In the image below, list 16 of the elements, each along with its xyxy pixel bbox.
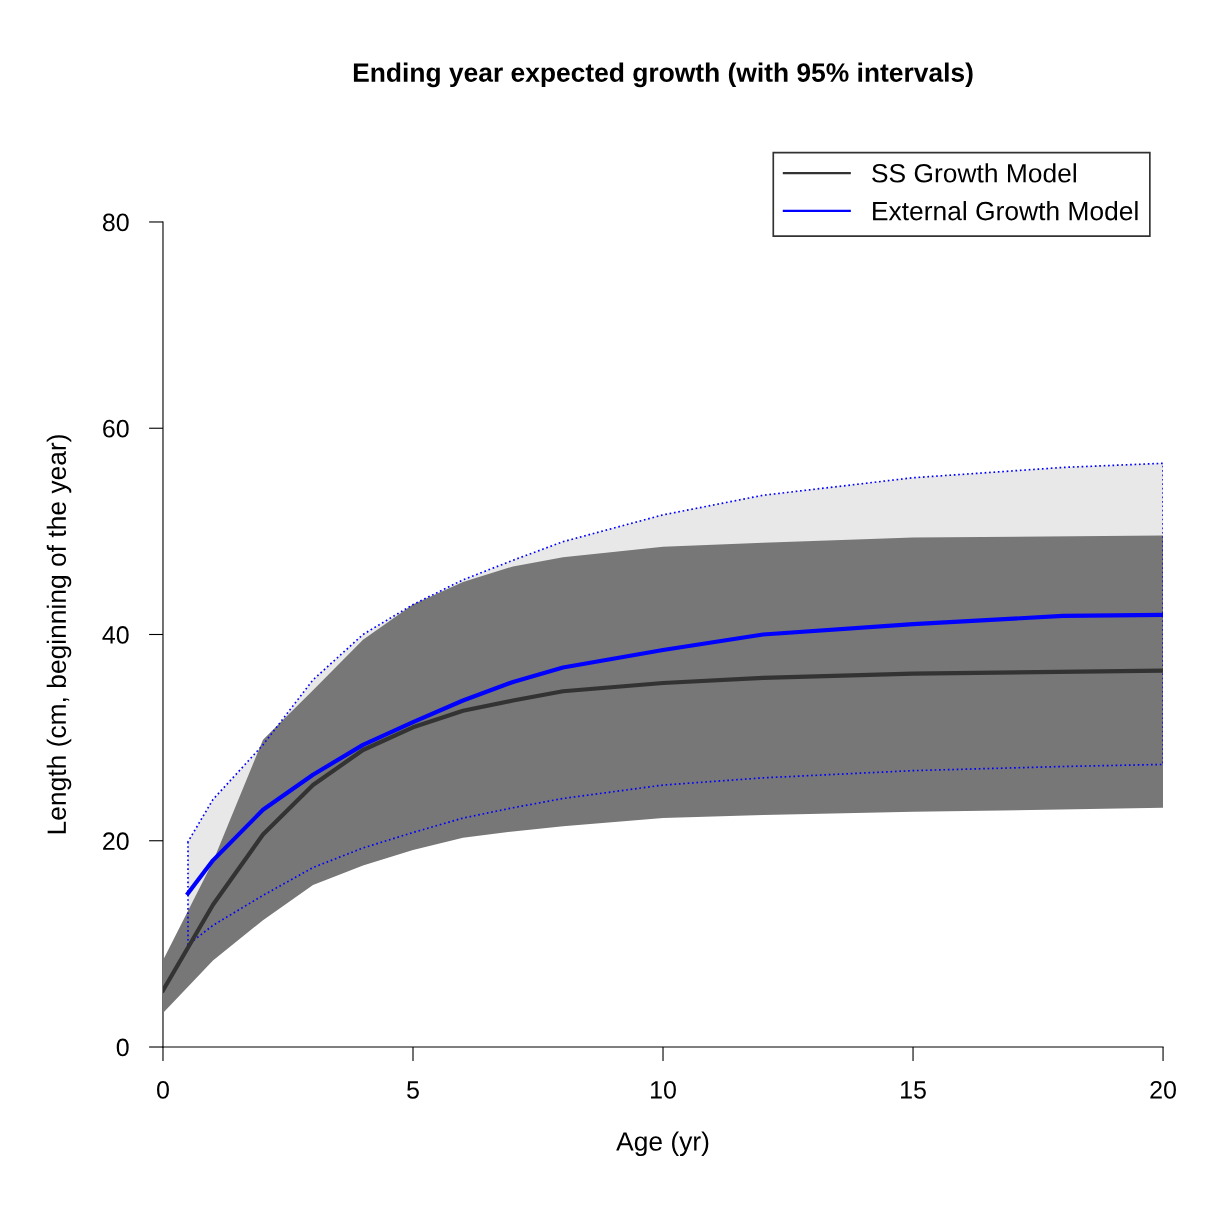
legend-label: SS Growth Model [872, 163, 1076, 183]
legend-label: External Growth Model [873, 201, 1138, 221]
line-series [162, 668, 1164, 993]
x-tick-label: 10 [651, 1081, 676, 1099]
y-tick-label: 0 [116, 1038, 129, 1057]
x-tick-label: 20 [1150, 1081, 1176, 1099]
y-tick-label: 60 [103, 419, 129, 438]
y-tick-label: 40 [102, 626, 129, 644]
x-tick-label: 0 [157, 1081, 169, 1099]
y-tick-label: 20 [103, 832, 129, 851]
x-axis-title: Age (yr) [616, 1131, 709, 1157]
y-axis-title: Length (cm, beginning of the year) [46, 435, 72, 834]
x-tick-label: 5 [407, 1081, 419, 1099]
y-tick-label: 80 [102, 213, 129, 232]
x-tick-label: 15 [901, 1081, 926, 1099]
chart-title: Ending year expected growth (with 95% intervals) [353, 62, 973, 88]
